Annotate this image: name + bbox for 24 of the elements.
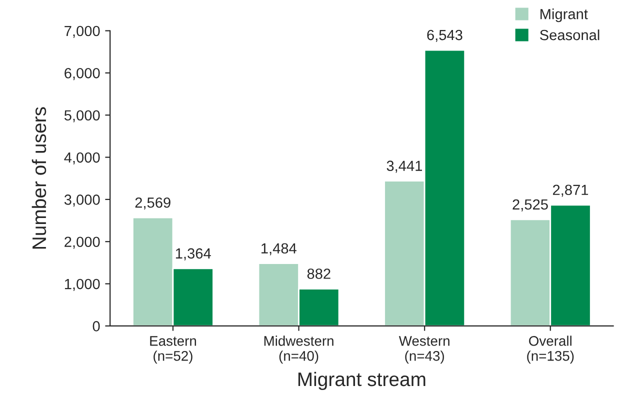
data-label: 2,569 bbox=[135, 197, 170, 210]
data-label: 882 bbox=[307, 268, 330, 279]
data-label: 2,871 bbox=[552, 184, 588, 197]
data-label: 2,525 bbox=[512, 199, 548, 212]
y-tick-label: 2,000 bbox=[64, 236, 100, 249]
x-tick-label: Eastern (n=52) bbox=[150, 336, 196, 364]
y-tick-label: 3,000 bbox=[64, 194, 100, 207]
data-label: 6,543 bbox=[427, 30, 462, 42]
data-label: 1,364 bbox=[176, 248, 211, 260]
legend-label: Seasonal bbox=[540, 29, 600, 40]
x-axis-title: Migrant stream bbox=[298, 372, 426, 390]
y-tick-label: 7,000 bbox=[64, 26, 100, 38]
y-tick-label: 1,000 bbox=[64, 278, 100, 291]
x-tick-label: Midwestern (n=40) bbox=[264, 336, 334, 364]
legend-label: Migrant bbox=[540, 8, 588, 22]
y-tick-label: 5,000 bbox=[64, 110, 100, 122]
data-label: 3,441 bbox=[386, 160, 422, 173]
y-tick-label: 4,000 bbox=[64, 152, 100, 164]
y-tick-label: 6,000 bbox=[64, 68, 100, 80]
x-tick-label: Western (n=43) bbox=[398, 336, 450, 364]
y-axis-title: Number of users bbox=[32, 107, 46, 249]
data-label: 1,484 bbox=[262, 243, 296, 256]
x-tick-label: Overall (n=135) bbox=[527, 336, 574, 364]
y-tick-label: 0 bbox=[92, 321, 100, 332]
